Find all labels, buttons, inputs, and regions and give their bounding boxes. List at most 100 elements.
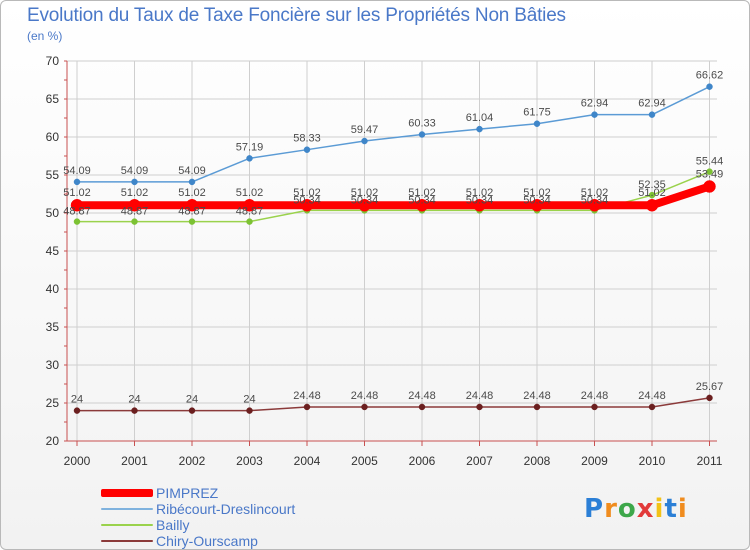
x-tick-label: 2007 xyxy=(466,454,493,468)
data-point-chiry-ourscamp xyxy=(188,407,196,414)
logo-letter: P xyxy=(584,494,605,524)
logo-letter: i xyxy=(654,494,665,524)
data-label-pimprez: 51.02 xyxy=(351,187,379,199)
data-label-pimprez: 51.02 xyxy=(523,187,551,199)
data-point-rib-court-dreslincourt xyxy=(131,178,138,186)
data-label-chiry-ourscamp: 24.48 xyxy=(351,390,379,402)
x-tick-label: 2005 xyxy=(351,454,378,468)
y-tick-label: 20 xyxy=(46,434,60,448)
logo-letter: o xyxy=(617,494,637,524)
x-tick-label: 2004 xyxy=(294,454,321,468)
data-point-bailly xyxy=(246,218,253,225)
data-point-chiry-ourscamp xyxy=(476,403,483,411)
data-label-bailly: 50.34 xyxy=(351,194,379,206)
data-point-rib-court-dreslincourt xyxy=(648,111,656,118)
data-label-chiry-ourscamp: 24 xyxy=(128,394,140,406)
data-label-pimprez: 51.02 xyxy=(581,187,609,199)
data-point-chiry-ourscamp xyxy=(533,403,541,411)
y-tick-label: 25 xyxy=(46,396,60,410)
data-label-rib-court-dreslincourt: 62.94 xyxy=(638,98,666,110)
data-point-pimprez xyxy=(70,198,84,212)
data-label-bailly: 52.35 xyxy=(638,179,666,191)
data-label-bailly: 50.34 xyxy=(293,194,321,206)
data-point-rib-court-dreslincourt xyxy=(533,120,541,127)
legend-label: Ribécourt-Dreslincourt xyxy=(156,501,296,517)
legend-label: Chiry-Ourscamp xyxy=(156,533,258,549)
data-label-rib-court-dreslincourt: 61.04 xyxy=(466,112,494,124)
data-label-pimprez: 51.02 xyxy=(121,187,149,199)
data-point-chiry-ourscamp xyxy=(303,403,311,411)
data-point-chiry-ourscamp xyxy=(361,403,368,411)
data-point-pimprez xyxy=(703,180,716,193)
data-label-bailly: 48.87 xyxy=(236,206,264,218)
data-label-pimprez: 51.02 xyxy=(178,187,206,199)
legend-swatch-pimprez xyxy=(101,489,153,497)
y-tick-label: 55 xyxy=(46,168,60,182)
data-label-rib-court-dreslincourt: 59.47 xyxy=(351,124,379,136)
data-point-bailly xyxy=(131,218,138,225)
data-label-rib-court-dreslincourt: 66.62 xyxy=(696,70,724,82)
data-label-bailly: 50.34 xyxy=(466,194,494,206)
data-label-chiry-ourscamp: 24.48 xyxy=(466,390,494,402)
data-label-rib-court-dreslincourt: 54.09 xyxy=(63,165,91,177)
data-point-chiry-ourscamp xyxy=(706,394,713,402)
data-label-rib-court-dreslincourt: 58.33 xyxy=(293,133,321,145)
data-point-pimprez xyxy=(128,198,141,212)
data-point-bailly xyxy=(73,218,81,225)
data-label-bailly: 48.87 xyxy=(178,206,206,218)
data-label-rib-court-dreslincourt: 60.33 xyxy=(408,117,436,129)
data-label-pimprez: 51.02 xyxy=(638,187,666,199)
data-point-pimprez xyxy=(530,198,544,212)
data-label-bailly: 55.44 xyxy=(696,156,724,168)
y-tick-label: 50 xyxy=(46,206,60,220)
data-label-pimprez: 51.02 xyxy=(466,187,494,199)
y-tick-label: 70 xyxy=(46,54,60,68)
data-label-chiry-ourscamp: 24.48 xyxy=(581,390,609,402)
chart-title: Evolution du Taux de Taxe Foncière sur l… xyxy=(27,5,566,26)
data-point-rib-court-dreslincourt xyxy=(303,146,311,153)
data-label-chiry-ourscamp: 24 xyxy=(186,394,198,406)
y-tick-label: 35 xyxy=(46,320,60,334)
x-tick-label: 2000 xyxy=(64,454,91,468)
data-label-bailly: 48.87 xyxy=(121,206,149,218)
data-point-rib-court-dreslincourt xyxy=(73,178,81,186)
series-line-bailly xyxy=(76,170,711,223)
proxiti-logo: Proxiti xyxy=(584,494,688,524)
data-point-pimprez xyxy=(588,198,601,212)
x-tick-label: 2003 xyxy=(236,454,263,468)
data-label-rib-court-dreslincourt: 62.94 xyxy=(581,98,609,110)
logo-letter: r xyxy=(604,494,618,524)
data-point-chiry-ourscamp xyxy=(591,403,598,411)
data-label-chiry-ourscamp: 24 xyxy=(243,394,255,406)
data-label-chiry-ourscamp: 24.48 xyxy=(408,390,436,402)
logo-letter: t xyxy=(664,494,678,524)
data-label-bailly: 48.87 xyxy=(63,206,91,218)
data-label-chiry-ourscamp: 24 xyxy=(71,394,83,406)
data-label-pimprez: 51.02 xyxy=(236,187,264,199)
data-point-rib-court-dreslincourt xyxy=(706,83,713,90)
logo-letter: x xyxy=(636,494,655,524)
legend-swatch-chiry xyxy=(101,540,153,542)
data-label-pimprez: 51.02 xyxy=(63,187,91,199)
y-tick-label: 60 xyxy=(46,130,60,144)
data-point-pimprez xyxy=(185,198,199,212)
legend-swatch-ribecourt xyxy=(101,508,153,510)
data-label-rib-court-dreslincourt: 54.09 xyxy=(121,165,149,177)
data-point-rib-court-dreslincourt xyxy=(418,131,426,138)
y-tick-label: 65 xyxy=(46,92,60,106)
data-point-bailly xyxy=(648,191,656,199)
data-point-rib-court-dreslincourt xyxy=(476,125,483,133)
legend-swatch-bailly xyxy=(101,524,153,526)
data-point-pimprez xyxy=(645,198,659,212)
x-tick-label: 2001 xyxy=(121,454,148,468)
data-point-pimprez xyxy=(473,198,486,212)
y-tick-label: 30 xyxy=(46,358,60,372)
data-point-chiry-ourscamp xyxy=(73,407,81,414)
x-tick-label: 2011 xyxy=(697,454,723,468)
data-label-chiry-ourscamp: 24.48 xyxy=(523,390,551,402)
data-point-bailly xyxy=(188,218,196,225)
data-label-chiry-ourscamp: 24.48 xyxy=(638,390,666,402)
data-point-chiry-ourscamp xyxy=(418,403,426,411)
